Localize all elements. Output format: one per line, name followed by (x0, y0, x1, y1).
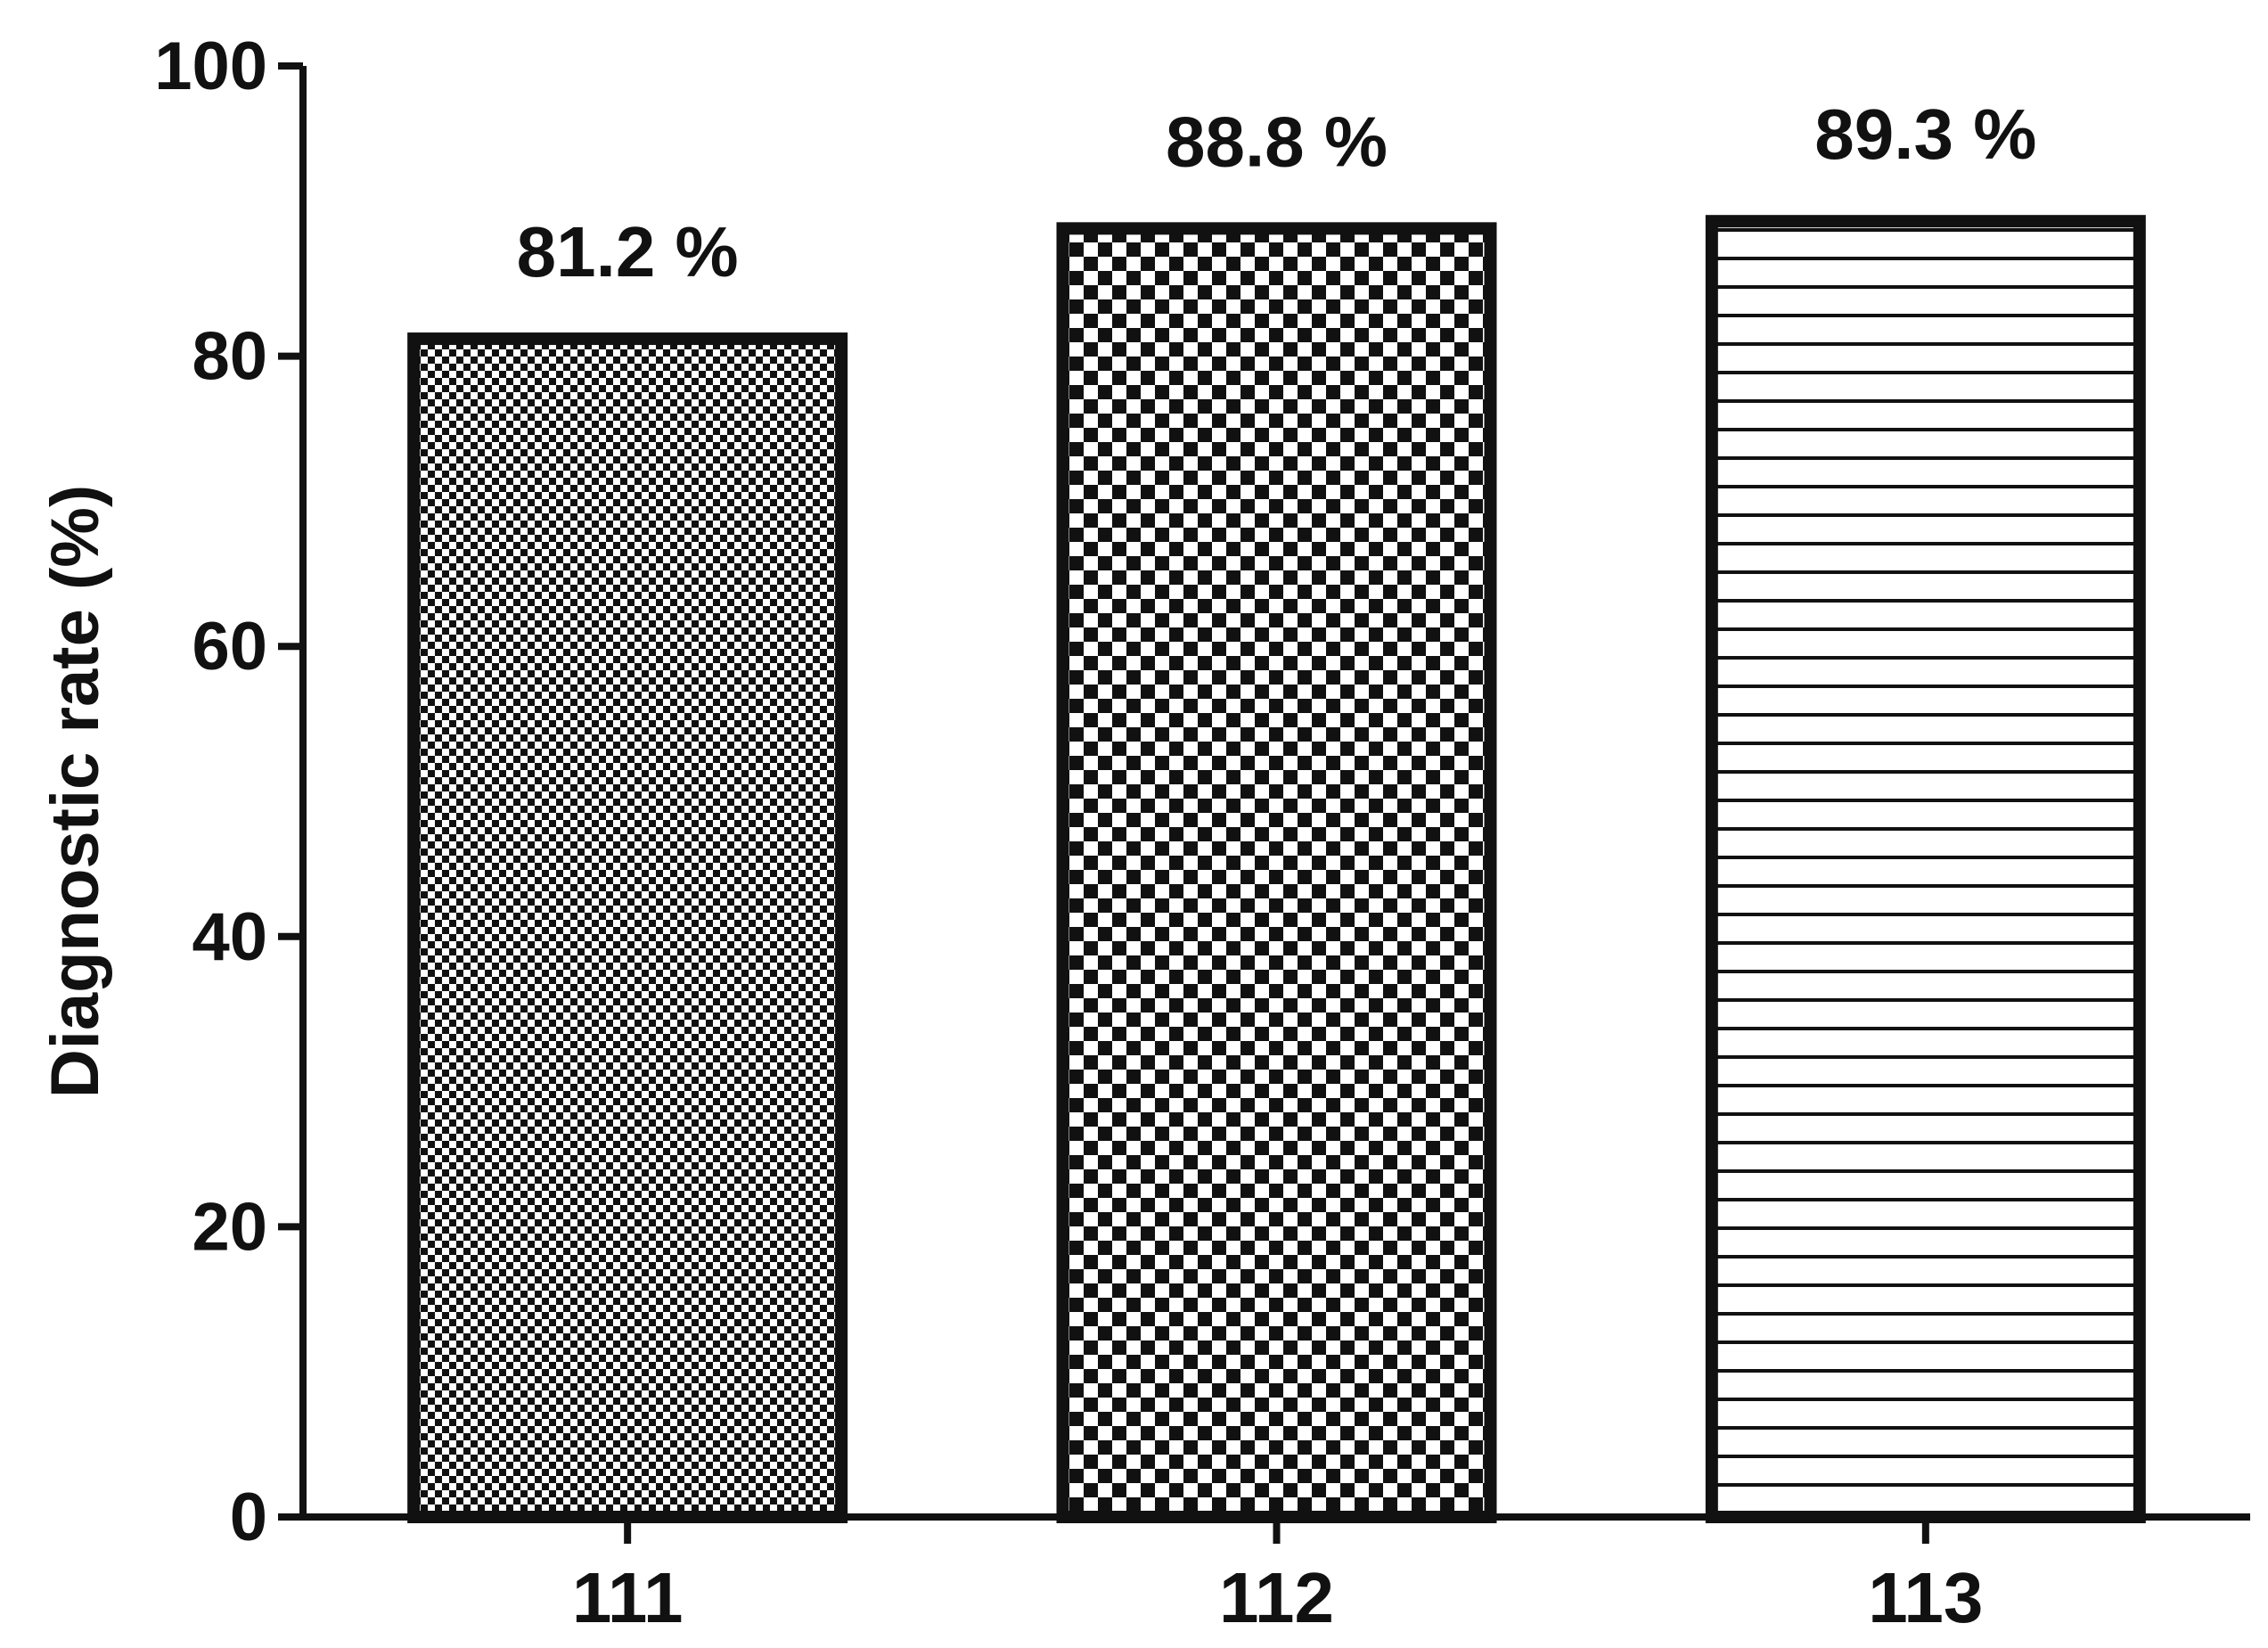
bars (407, 215, 2146, 1524)
y-tick-label: 20 (192, 1189, 267, 1265)
bar-112 (1056, 222, 1497, 1523)
bar-111 (407, 332, 848, 1524)
value-label-113: 89.3 % (1814, 94, 2036, 174)
value-label-112: 88.8 % (1166, 102, 1388, 181)
x-tick-label-113: 113 (1868, 1558, 1983, 1637)
y-tick-label: 60 (192, 609, 267, 685)
x-axis: 111 112 113 (294, 1513, 2250, 1637)
y-tick-label: 100 (154, 29, 267, 104)
value-labels: 81.2 % 88.8 % 89.3 % (517, 94, 2037, 291)
y-ticks: 0 20 40 60 80 100 (154, 29, 303, 1555)
y-axis: 0 20 40 60 80 100 Diagnostic rate (%) (37, 29, 307, 1555)
x-tick-label-111: 111 (572, 1558, 684, 1637)
x-ticks: 111 112 113 (572, 1517, 1983, 1637)
y-axis-label: Diagnostic rate (%) (37, 485, 113, 1098)
bar-113 (1705, 215, 2146, 1523)
y-tick-label: 80 (192, 319, 267, 395)
value-label-111: 81.2 % (517, 212, 739, 291)
y-tick-label: 0 (230, 1480, 267, 1555)
y-tick-label: 40 (192, 899, 267, 975)
x-tick-label-112: 112 (1219, 1558, 1334, 1637)
